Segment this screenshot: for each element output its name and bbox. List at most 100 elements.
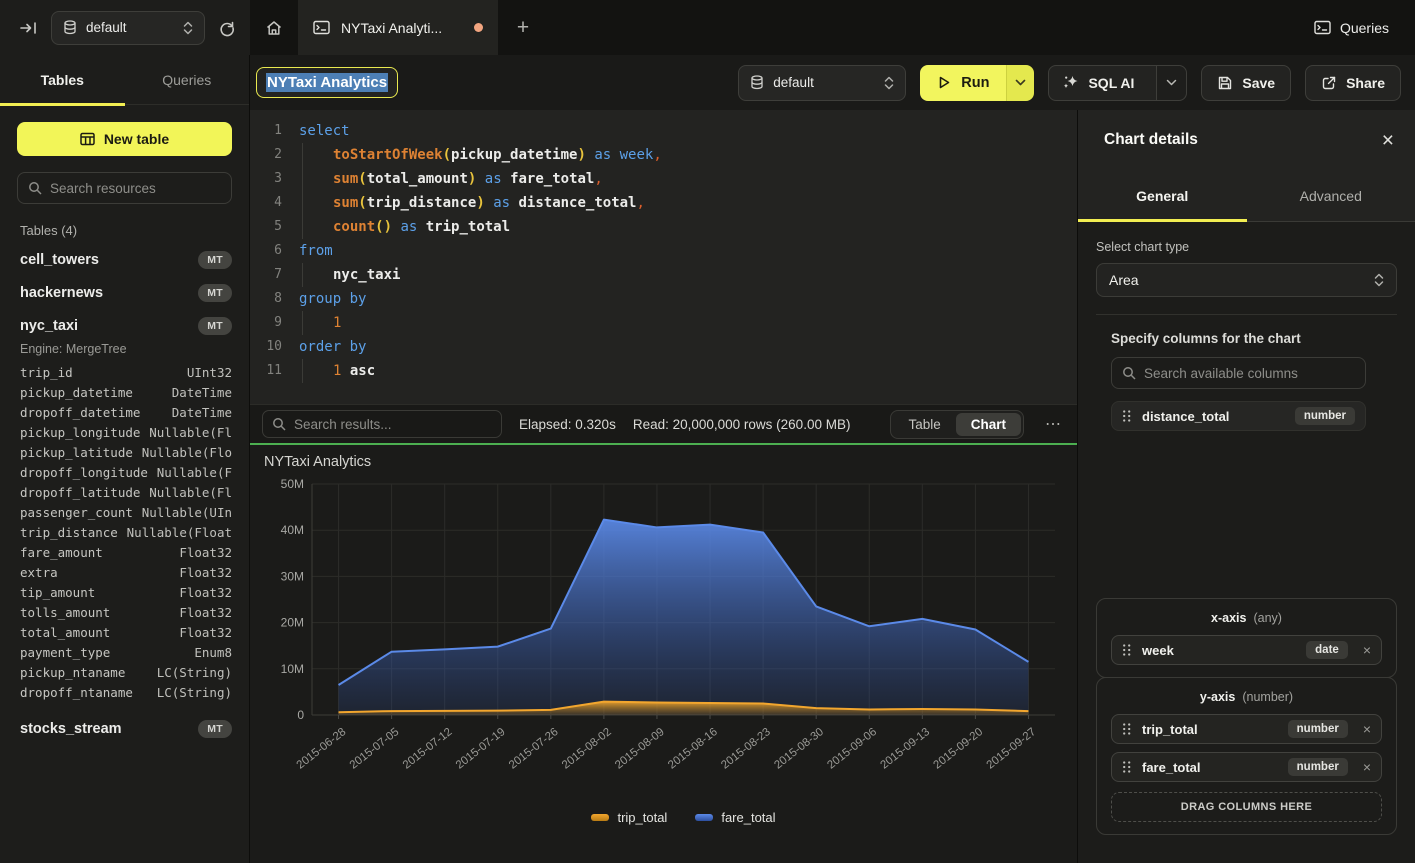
code-text: sum(trip_distance) as distance_total,	[299, 191, 645, 215]
results-search-input[interactable]: Search results...	[262, 410, 502, 438]
table-row[interactable]: cell_towersMT	[17, 243, 232, 276]
database-selector[interactable]: default	[51, 11, 205, 45]
line-number: 8	[250, 287, 282, 311]
columns-search-input[interactable]: Search available columns	[1111, 357, 1366, 389]
toggle-table[interactable]: Table	[893, 413, 955, 436]
drag-handle-icon[interactable]	[1122, 760, 1132, 774]
code-text: sum(total_amount) as fare_total,	[299, 167, 603, 191]
axis-column-row[interactable]: weekdate×	[1111, 635, 1382, 665]
code-line[interactable]: 91	[250, 311, 1077, 335]
sidebar-tab-tables[interactable]: Tables	[0, 55, 125, 104]
drag-handle-icon[interactable]	[1122, 409, 1132, 423]
divider	[1096, 314, 1397, 315]
table-row[interactable]: nyc_taxiMT	[17, 309, 232, 342]
queries-button[interactable]: Queries	[1288, 0, 1415, 55]
axis-column-row[interactable]: fare_totalnumber×	[1111, 752, 1382, 782]
axis-column-row[interactable]: trip_totalnumber×	[1111, 714, 1382, 744]
column-name: fare_total	[1142, 760, 1278, 775]
table-row[interactable]: hackernewsMT	[17, 276, 232, 309]
chart-type-select[interactable]: Area	[1096, 263, 1397, 297]
run-button[interactable]: Run	[920, 65, 1006, 101]
code-line[interactable]: 8group by	[250, 287, 1077, 311]
legend-item[interactable]: fare_total	[695, 810, 775, 825]
column-name: payment_type	[20, 643, 110, 663]
column-type: Nullable(Fl	[149, 423, 232, 443]
tab-general[interactable]: General	[1078, 170, 1247, 221]
column-name: trip_id	[20, 363, 73, 383]
legend-swatch	[695, 814, 713, 821]
code-text: order by	[299, 335, 366, 359]
new-tab-button[interactable]: +	[498, 0, 548, 55]
code-line[interactable]: 7nyc_taxi	[250, 263, 1077, 287]
sql-editor[interactable]: 1select2toStartOfWeek(pickup_datetime) a…	[250, 110, 1077, 404]
column-type: DateTime	[172, 403, 232, 423]
legend-item[interactable]: trip_total	[591, 810, 667, 825]
tab-nytaxi-analytics[interactable]: NYTaxi Analyti...	[298, 0, 498, 55]
type-badge: date	[1306, 641, 1348, 659]
code-text: 1	[299, 311, 341, 335]
home-button[interactable]	[250, 0, 298, 55]
play-icon	[937, 75, 951, 90]
drop-zone[interactable]: DRAG COLUMNS HERE	[1111, 792, 1382, 822]
area-chart[interactable]: 010M20M30M40M50M2015-06-282015-07-052015…	[264, 470, 1074, 780]
column-name: pickup_datetime	[20, 383, 133, 403]
chevron-updown-icon	[183, 21, 193, 35]
code-line[interactable]: 10order by	[250, 335, 1077, 359]
results-menu-icon[interactable]: ⋯	[1041, 414, 1065, 434]
remove-icon[interactable]: ×	[1363, 642, 1371, 658]
sidebar-search-input[interactable]: Search resources	[17, 172, 232, 204]
code-line[interactable]: 6from	[250, 239, 1077, 263]
sql-ai-options-button[interactable]	[1156, 66, 1186, 100]
query-title-input[interactable]: NYTaxi Analytics	[256, 67, 398, 98]
column-name: tolls_amount	[20, 603, 110, 623]
code-line[interactable]: 5count() as trip_total	[250, 215, 1077, 239]
available-column-row[interactable]: distance_totalnumber	[1111, 401, 1366, 431]
chevron-down-icon	[1166, 79, 1177, 87]
chart-details-panel: Chart details × General Advanced Select …	[1078, 110, 1415, 863]
code-text: nyc_taxi	[299, 263, 400, 287]
engine-badge: MT	[198, 251, 232, 269]
column-type: LC(String)	[157, 683, 232, 703]
query-database-selector[interactable]: default	[738, 65, 906, 101]
close-icon[interactable]: ×	[1382, 130, 1394, 151]
panel-header: Chart details ×	[1078, 110, 1415, 170]
column-type: Nullable(F	[157, 463, 232, 483]
top-bar-left: default	[0, 0, 250, 55]
code-line[interactable]: 4sum(trip_distance) as distance_total,	[250, 191, 1077, 215]
code-line[interactable]: 1select	[250, 119, 1077, 143]
run-options-button[interactable]	[1006, 65, 1034, 101]
chevron-down-icon	[1015, 79, 1026, 87]
sidebar-tab-queries[interactable]: Queries	[125, 55, 250, 104]
share-button[interactable]: Share	[1305, 65, 1401, 101]
save-button[interactable]: Save	[1201, 65, 1291, 101]
sql-ai-button[interactable]: SQL AI	[1049, 66, 1147, 100]
refresh-icon[interactable]	[218, 19, 236, 37]
search-icon	[272, 417, 286, 431]
code-line[interactable]: 2toStartOfWeek(pickup_datetime) as week,	[250, 143, 1077, 167]
remove-icon[interactable]: ×	[1363, 721, 1371, 737]
table-row[interactable]: stocks_streamMT	[17, 712, 232, 745]
drag-handle-icon[interactable]	[1122, 722, 1132, 736]
column-row: dropoff_ntanameLC(String)	[17, 683, 232, 703]
columns-section: Specify columns for the chart Search ava…	[1111, 331, 1397, 431]
column-row: dropoff_latitudeNullable(Fl	[17, 483, 232, 503]
svg-text:2015-08-09: 2015-08-09	[613, 726, 667, 772]
sidebar-collapse-icon[interactable]	[19, 20, 38, 36]
code-line[interactable]: 111 asc	[250, 359, 1077, 383]
remove-icon[interactable]: ×	[1363, 759, 1371, 775]
column-row: trip_idUInt32	[17, 363, 232, 383]
code-text: toStartOfWeek(pickup_datetime) as week,	[299, 143, 662, 167]
sparkle-icon	[1062, 74, 1079, 91]
code-text: count() as trip_total	[299, 215, 510, 239]
column-row: pickup_datetimeDateTime	[17, 383, 232, 403]
toggle-chart[interactable]: Chart	[956, 413, 1021, 436]
engine-badge: MT	[198, 720, 232, 738]
tab-advanced[interactable]: Advanced	[1247, 170, 1415, 221]
column-row: pickup_longitudeNullable(Fl	[17, 423, 232, 443]
new-table-button[interactable]: New table	[17, 122, 232, 156]
code-line[interactable]: 3sum(total_amount) as fare_total,	[250, 167, 1077, 191]
panel-tabs: General Advanced	[1078, 170, 1415, 222]
chevron-updown-icon	[884, 76, 894, 90]
save-icon	[1217, 75, 1233, 91]
drag-handle-icon[interactable]	[1122, 643, 1132, 657]
